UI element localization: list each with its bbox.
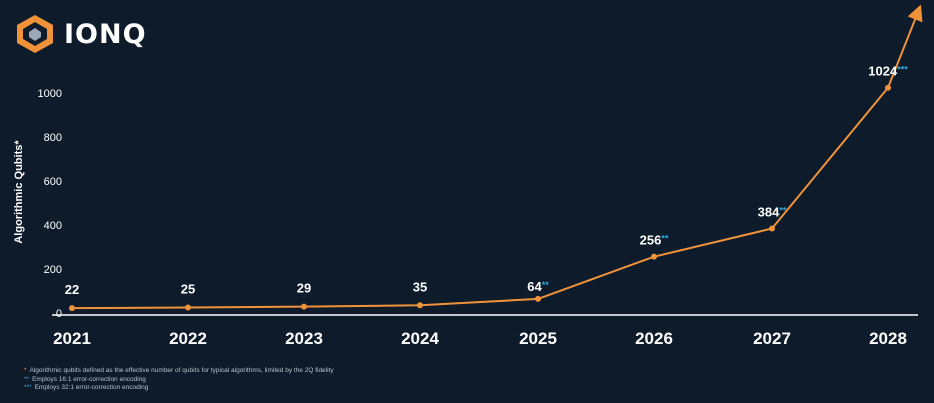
x-tick-label: 2026 (635, 329, 673, 348)
data-label: 25 (181, 282, 195, 297)
x-tick-label: 2027 (753, 329, 791, 348)
y-axis-label: Algorithmic Qubits* (13, 140, 25, 244)
data-point (885, 84, 891, 91)
footnotes: * Algorithmic qubits defined as the effec… (24, 367, 334, 393)
x-tick-label: 2025 (519, 329, 557, 348)
footnote: * Algorithmic qubits defined as the effec… (24, 367, 334, 374)
y-tick-label: 600 (44, 176, 62, 188)
data-label: 1024*** (868, 64, 908, 79)
x-tick-label: 2021 (53, 329, 91, 348)
y-tick-label: 0 (56, 308, 62, 320)
data-label: 256** (640, 233, 669, 248)
footnote: ** Employs 16:1 error-correction encoding (24, 375, 146, 383)
data-point (69, 305, 75, 312)
data-label: 29 (297, 281, 311, 296)
series-line (71, 87, 889, 310)
data-point (185, 304, 191, 311)
ionq-logo: IONQ (14, 14, 147, 54)
x-tick-label: 2022 (169, 329, 207, 348)
x-tick-label: 2024 (401, 329, 439, 348)
y-tick-label: 200 (44, 264, 62, 276)
series-arrow (887, 4, 923, 89)
data-label: 64** (527, 279, 549, 294)
y-tick-label: 1000 (38, 88, 62, 100)
data-label: 22 (65, 282, 79, 297)
ionq-logo-icon (17, 15, 53, 53)
x-tick-label: 2028 (869, 329, 907, 348)
data-point (651, 253, 657, 260)
footnote: *** Employs 32:1 error-correction encodin… (24, 384, 149, 391)
data-point (301, 303, 307, 310)
data-point (535, 295, 541, 302)
y-tick-label: 800 (44, 132, 62, 144)
x-tick-label: 2023 (285, 329, 323, 348)
y-tick-label: 400 (44, 220, 62, 232)
data-point (417, 302, 423, 309)
data-label: 35 (413, 279, 427, 294)
data-point (769, 225, 775, 232)
brand-name: IONQ (64, 18, 147, 50)
